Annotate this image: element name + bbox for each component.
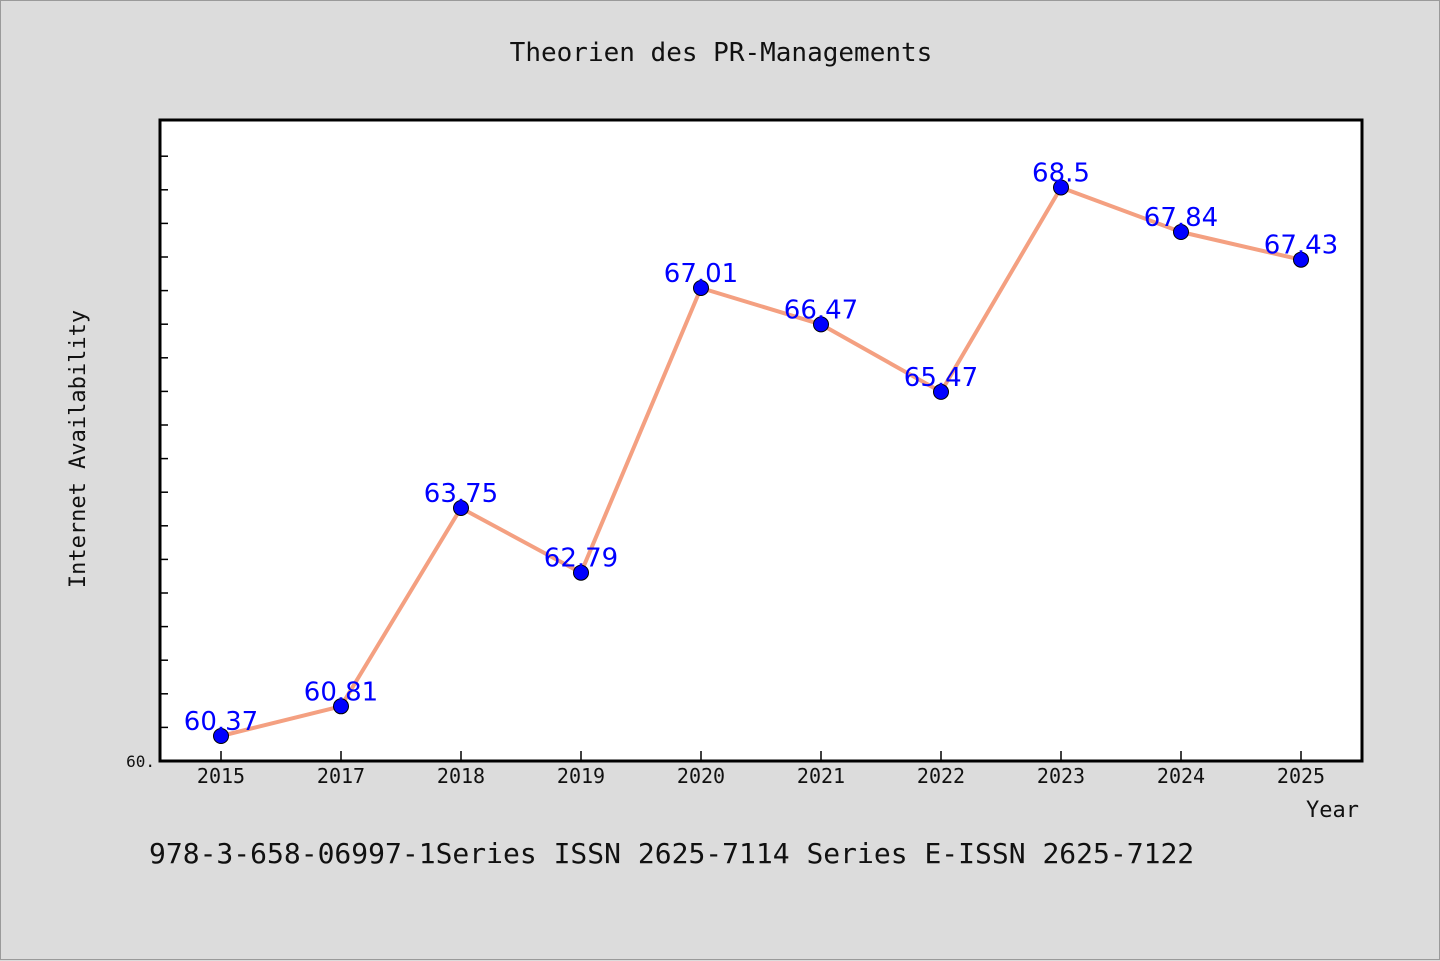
data-label: 66.47	[784, 295, 858, 325]
data-point	[573, 564, 589, 581]
data-point	[1053, 179, 1069, 196]
series-line	[220, 185, 1302, 738]
data-label: 67.43	[1264, 231, 1338, 261]
x-tick-label: 2023	[1037, 764, 1085, 788]
data-label: 67.01	[664, 259, 738, 289]
series-markers	[213, 179, 1309, 744]
data-point	[693, 280, 709, 296]
data-label: 67.84	[1144, 203, 1218, 233]
x-tick-label: 2018	[437, 764, 485, 788]
y-axis-ticks	[160, 155, 168, 729]
x-tick-label: 2021	[797, 764, 845, 788]
y-tick-label: 60.	[126, 752, 155, 771]
x-tick-labels: 2015 2017 2018 2019 2020 2021 2022 2023 2024 2025	[197, 764, 1325, 788]
y-axis-label: Internet Availability	[66, 310, 91, 588]
x-tick-label: 2015	[197, 764, 245, 788]
data-label: 60.81	[304, 677, 378, 707]
data-point	[1173, 224, 1189, 240]
x-tick-label: 2022	[917, 764, 965, 788]
data-label: 60.37	[184, 707, 258, 737]
x-tick-label: 2025	[1277, 764, 1325, 788]
data-point	[213, 728, 229, 744]
data-label: 65.47	[904, 363, 978, 393]
x-axis-label: Year	[1306, 798, 1359, 823]
data-point	[1293, 251, 1309, 268]
x-tick-label: 2019	[557, 764, 605, 788]
chart-title: Theorien des PR-Managements	[510, 38, 933, 68]
data-label: 63.75	[424, 479, 498, 509]
data-point	[933, 383, 949, 400]
x-tick-label: 2024	[1157, 764, 1205, 788]
data-label: 68.5	[1032, 159, 1090, 189]
data-point	[813, 316, 829, 333]
x-axis-ticks	[220, 751, 1302, 761]
data-label: 62.79	[544, 544, 618, 574]
x-tick-label: 2017	[317, 764, 365, 788]
data-labels: 60.37 60.81 63.75 62.79 67.01 66.47 65.47 68.5 6…	[184, 159, 1338, 738]
data-point	[333, 698, 349, 715]
data-point	[453, 500, 469, 516]
footer-isbn-text: 978-3-658-06997-1Series ISSN 2625-7114 S…	[149, 837, 1194, 870]
x-tick-label: 2020	[677, 764, 725, 788]
